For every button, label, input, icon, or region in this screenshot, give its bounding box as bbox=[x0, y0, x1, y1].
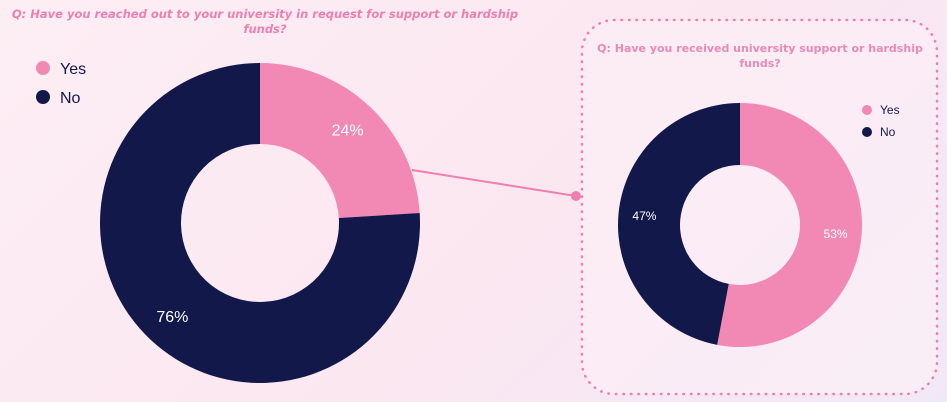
connector-dot bbox=[571, 191, 581, 201]
right-legend-no-label: No bbox=[880, 125, 896, 139]
left-legend-yes-swatch bbox=[36, 61, 50, 75]
left-chart-title-line-1: Q: Have you reached out to your universi… bbox=[12, 7, 518, 21]
left-donut-slice-no bbox=[99, 63, 420, 383]
right-legend: Yes No bbox=[862, 103, 900, 139]
right-legend-no-swatch bbox=[862, 127, 872, 137]
right-donut-slice-yes bbox=[717, 103, 862, 347]
right-donut-label-yes: 53% bbox=[824, 227, 848, 241]
left-legend-no-label: No bbox=[60, 90, 81, 107]
right-legend-yes-swatch bbox=[862, 105, 872, 115]
left-legend-yes-label: Yes bbox=[60, 61, 86, 78]
connector-line bbox=[411, 169, 577, 197]
left-donut-chart: 24% 76% bbox=[99, 63, 420, 383]
right-donut-label-no: 47% bbox=[632, 209, 656, 223]
right-chart-title-line-1: Q: Have you received university support … bbox=[597, 42, 923, 55]
left-donut-label-no: 76% bbox=[156, 309, 188, 326]
left-legend-no-swatch bbox=[36, 90, 50, 104]
left-legend: Yes No bbox=[36, 61, 86, 107]
right-donut-chart: 53% 47% bbox=[617, 102, 862, 347]
right-legend-yes-label: Yes bbox=[880, 103, 900, 117]
left-chart-title-line-2: funds? bbox=[243, 22, 286, 36]
right-donut-slice-no bbox=[617, 102, 740, 345]
left-donut-label-yes: 24% bbox=[332, 122, 364, 139]
left-donut-slice-yes bbox=[260, 63, 420, 219]
right-chart-title-line-2: funds? bbox=[739, 57, 780, 70]
